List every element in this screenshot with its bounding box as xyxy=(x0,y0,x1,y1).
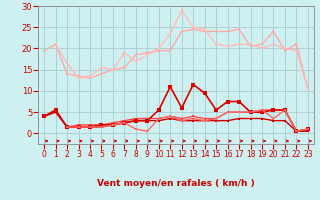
X-axis label: Vent moyen/en rafales ( km/h ): Vent moyen/en rafales ( km/h ) xyxy=(97,179,255,188)
